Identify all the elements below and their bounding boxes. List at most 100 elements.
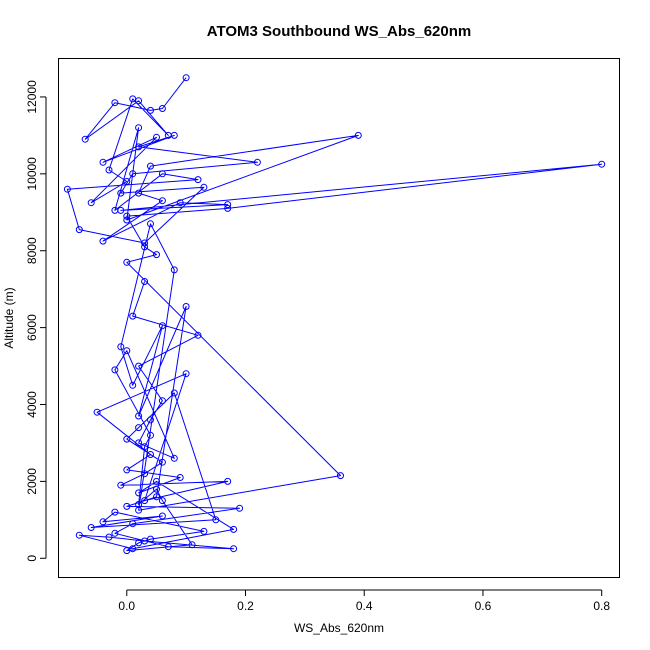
data-point bbox=[182, 370, 190, 378]
data-point bbox=[176, 474, 184, 481]
y-tick-label: 0 bbox=[25, 555, 39, 562]
x-axis: 0.0 0.2 0.4 0.6 0.8 bbox=[118, 589, 610, 613]
data-point bbox=[212, 516, 220, 524]
data-point bbox=[158, 497, 166, 505]
data-point bbox=[111, 366, 119, 374]
data-point bbox=[135, 539, 143, 547]
x-tick-label: 0.4 bbox=[356, 599, 373, 613]
data-point bbox=[63, 185, 71, 193]
data-point bbox=[164, 543, 172, 551]
data-point bbox=[158, 322, 166, 330]
data-point bbox=[75, 226, 83, 234]
data-point bbox=[129, 520, 137, 528]
x-tick-label: 0.8 bbox=[593, 599, 610, 613]
data-point bbox=[81, 135, 89, 143]
data-point bbox=[153, 493, 160, 501]
x-tick-label: 0.2 bbox=[237, 599, 254, 613]
plot-frame bbox=[58, 58, 620, 578]
data-point bbox=[93, 408, 101, 416]
data-point bbox=[194, 176, 202, 184]
data-point bbox=[224, 204, 232, 212]
data-point bbox=[117, 189, 125, 197]
data-point bbox=[182, 74, 190, 82]
data-point bbox=[135, 489, 143, 497]
data-point bbox=[182, 303, 190, 310]
data-point bbox=[147, 535, 154, 543]
y-tick-label: 6000 bbox=[25, 314, 39, 341]
data-point bbox=[135, 362, 143, 370]
data-point bbox=[111, 508, 119, 516]
data-point bbox=[135, 412, 143, 420]
data-point bbox=[105, 533, 113, 541]
y-tick-label: 2000 bbox=[25, 468, 39, 495]
data-point bbox=[170, 454, 178, 462]
data-point bbox=[117, 343, 125, 351]
data-point bbox=[123, 502, 131, 510]
data-point bbox=[598, 160, 606, 168]
data-point bbox=[170, 266, 178, 274]
data-point bbox=[99, 158, 107, 166]
y-tick-label: 12000 bbox=[25, 80, 39, 114]
data-point bbox=[147, 416, 154, 424]
data-point bbox=[153, 251, 160, 259]
data-point bbox=[141, 239, 149, 247]
x-tick-label: 0.6 bbox=[475, 599, 492, 613]
x-axis-label: WS_Abs_620nm bbox=[294, 621, 384, 635]
data-point bbox=[123, 212, 131, 220]
y-tick-label: 10000 bbox=[25, 157, 39, 191]
data-point bbox=[87, 199, 95, 207]
data-point bbox=[158, 197, 166, 205]
data-point bbox=[105, 166, 113, 174]
data-point bbox=[129, 95, 137, 103]
data-point bbox=[123, 466, 131, 474]
data-point bbox=[230, 545, 238, 553]
data-point bbox=[188, 541, 196, 549]
data-point bbox=[123, 435, 131, 443]
data-point bbox=[224, 201, 232, 209]
data-point bbox=[129, 312, 137, 320]
data-point bbox=[158, 170, 166, 178]
data-point bbox=[135, 143, 143, 151]
data-point bbox=[111, 99, 119, 107]
data-point bbox=[224, 477, 232, 485]
data-point bbox=[170, 389, 178, 397]
data-point bbox=[158, 512, 166, 520]
data-point bbox=[123, 347, 131, 355]
data-point bbox=[141, 278, 149, 285]
data-point bbox=[153, 477, 160, 485]
data-point bbox=[194, 331, 202, 339]
data-point bbox=[200, 527, 208, 535]
data-point bbox=[337, 472, 344, 480]
data-point bbox=[253, 158, 261, 166]
data-point bbox=[147, 451, 154, 458]
data-point bbox=[147, 106, 154, 114]
data-point bbox=[135, 439, 143, 447]
data-point bbox=[200, 183, 208, 191]
data-point bbox=[153, 133, 160, 141]
data-layer bbox=[63, 74, 606, 555]
x-tick-label: 0.0 bbox=[118, 599, 135, 613]
data-point bbox=[87, 524, 95, 531]
data-point bbox=[111, 529, 119, 537]
y-axis-label: Altitude (m) bbox=[2, 287, 16, 348]
data-point bbox=[354, 131, 362, 139]
data-point bbox=[75, 531, 83, 539]
data-point bbox=[158, 458, 166, 466]
data-point bbox=[141, 470, 149, 478]
data-point bbox=[176, 199, 184, 207]
data-point bbox=[158, 397, 166, 405]
data-point bbox=[135, 424, 143, 432]
data-point bbox=[141, 443, 149, 451]
data-point bbox=[153, 485, 160, 493]
data-point bbox=[147, 220, 154, 228]
data-point bbox=[236, 504, 244, 512]
data-point bbox=[123, 178, 131, 185]
y-tick-label: 4000 bbox=[25, 391, 39, 418]
data-point bbox=[117, 481, 125, 489]
y-tick-label: 8000 bbox=[25, 237, 39, 264]
data-point bbox=[147, 162, 154, 170]
data-point bbox=[141, 243, 149, 251]
data-point bbox=[147, 431, 154, 439]
